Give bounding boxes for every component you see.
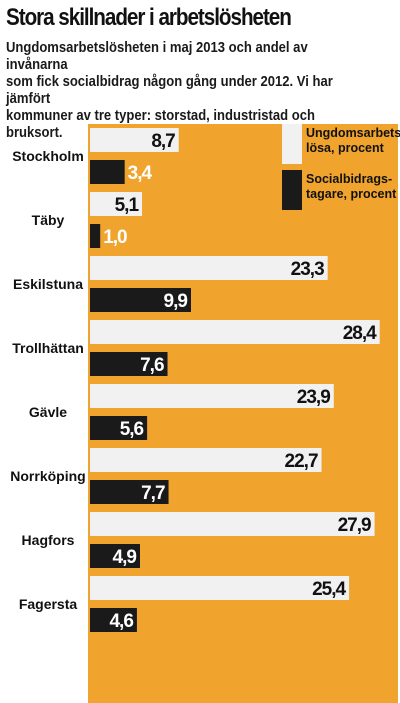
data-label-s2-3: 9,9 xyxy=(164,291,188,312)
chart-subtitle: Ungdomsarbetslösheten i maj 2013 och and… xyxy=(6,40,366,142)
category-label-6: Norrköping xyxy=(10,468,85,484)
category-label-5: Gävle xyxy=(29,404,67,420)
data-label-s1-8: 25,4 xyxy=(312,579,346,600)
data-label-s1-5: 23,9 xyxy=(297,387,330,408)
data-label-s2-5: 5,6 xyxy=(120,419,144,440)
category-label-2: Täby xyxy=(32,212,65,228)
bar-s1-7 xyxy=(90,512,375,536)
data-label-s1-1: 8,7 xyxy=(151,131,175,152)
bar-s2-2 xyxy=(90,224,101,248)
bar-s1-2 xyxy=(90,192,143,216)
subtitle-line-3: kommuner av tre typer: storstad, industr… xyxy=(6,108,315,141)
legend-label-2-1: Socialbidrags- xyxy=(306,172,392,186)
bar-s2-8 xyxy=(90,608,137,632)
legend-label-2-2: tagare, procent xyxy=(306,187,397,201)
data-label-s2-2: 1,0 xyxy=(103,227,127,248)
bar-s1-3 xyxy=(90,256,328,280)
bar-s2-1 xyxy=(90,160,125,184)
bar-s1-8 xyxy=(90,576,350,600)
category-label-8: Fagersta xyxy=(19,596,78,612)
legend-swatch-1 xyxy=(282,124,302,164)
category-label-7: Hagfors xyxy=(22,532,75,548)
legend-label-1-2: lösa, procent xyxy=(306,141,385,155)
chart-title: Stora skillnader i arbetslösheten xyxy=(6,4,292,31)
bar-s2-3 xyxy=(90,288,191,312)
data-label-s2-7: 4,9 xyxy=(113,547,137,568)
category-label-3: Eskilstuna xyxy=(13,276,83,292)
legend-swatch-2 xyxy=(282,170,302,210)
bar-s2-4 xyxy=(90,352,168,376)
bar-s1-4 xyxy=(90,320,380,344)
bar-s2-6 xyxy=(90,480,169,504)
bar-s2-5 xyxy=(90,416,148,440)
data-label-s2-6: 7,7 xyxy=(141,483,165,504)
bar-s1-5 xyxy=(90,384,334,408)
bar-s2-7 xyxy=(90,544,140,568)
data-label-s2-4: 7,6 xyxy=(140,355,164,376)
data-label-s1-6: 22,7 xyxy=(285,451,318,472)
category-label-1: Stockholm xyxy=(12,148,84,164)
legend-label-1-1: Ungdomsarbets- xyxy=(306,126,400,140)
data-label-s1-3: 23,3 xyxy=(291,259,324,280)
plot-background xyxy=(88,124,398,703)
bar-s1-6 xyxy=(90,448,322,472)
subtitle-line-1: Ungdomsarbetslösheten i maj 2013 och and… xyxy=(6,40,308,73)
bar-chart: Stockholm 8,7 3,4 Täby 5,1 1,0 Eskilstuna 23,3 9… xyxy=(10,124,400,703)
subtitle-line-2: som fick socialbidrag någon gång under 2… xyxy=(6,74,333,107)
bar-s1-1 xyxy=(90,128,179,152)
data-label-s1-4: 28,4 xyxy=(343,323,377,344)
data-label-s2-1: 3,4 xyxy=(128,163,153,184)
category-label-4: Trollhättan xyxy=(12,340,84,356)
data-label-s2-8: 4,6 xyxy=(109,611,133,632)
data-label-s1-2: 5,1 xyxy=(115,195,140,216)
data-label-s1-7: 27,9 xyxy=(338,515,371,536)
